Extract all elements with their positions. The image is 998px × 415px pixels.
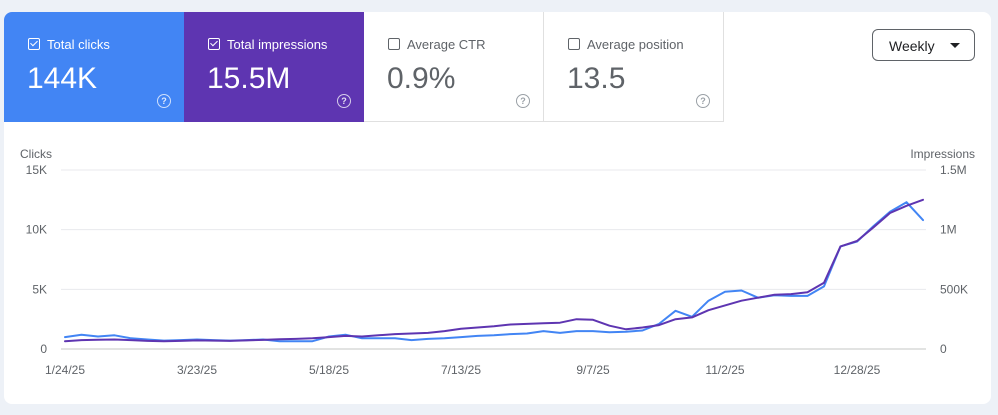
period-dropdown[interactable]: Weekly [872,29,975,61]
caret-down-icon [950,43,960,48]
metric-tile-total-impressions[interactable]: Total impressions 15.5M ? [184,12,364,122]
right-axis-title: Impressions [910,147,975,161]
metric-label: Average position [587,37,684,52]
metric-tile-average-ctr[interactable]: Average CTR 0.9% ? [364,12,544,122]
checkbox-unchecked-icon[interactable] [388,38,400,50]
x-tick-label: 5/18/25 [309,363,349,377]
metric-value: 0.9% [387,62,456,95]
performance-card: Total clicks 144K ? Total impressions 15… [4,12,991,404]
metric-label: Average CTR [407,37,486,52]
x-tick-label: 7/13/25 [441,363,481,377]
right-tick-label: 500K [940,282,968,296]
x-tick-label: 3/23/25 [177,363,217,377]
metric-tile-average-position[interactable]: Average position 13.5 ? [544,12,724,122]
checkbox-checked-icon[interactable] [208,38,220,50]
help-icon[interactable]: ? [337,94,351,108]
x-tick-label: 12/28/25 [834,363,881,377]
help-icon[interactable]: ? [696,94,710,108]
left-tick-label: 10K [26,223,47,237]
checkbox-unchecked-icon[interactable] [568,38,580,50]
metric-tile-total-clicks[interactable]: Total clicks 144K ? [4,12,184,122]
metric-label: Total impressions [227,37,328,52]
left-tick-label: 0 [40,342,47,356]
x-tick-label: 9/7/25 [576,363,610,377]
metric-value: 144K [27,62,98,95]
period-dropdown-label: Weekly [889,38,935,54]
performance-chart: Clicks Impressions 0 5K 10K 15K 0 500K 1M 1.5M 1… [20,147,975,377]
metric-value: 15.5M [207,62,291,95]
left-tick-label: 5K [32,282,47,296]
x-tick-label: 1/24/25 [45,363,85,377]
checkbox-checked-icon[interactable] [28,38,40,50]
metric-label: Total clicks [47,37,110,52]
right-tick-label: 1M [940,223,957,237]
x-tick-label: 11/2/25 [705,363,744,377]
series-line-impressions [64,198,924,343]
help-icon[interactable]: ? [516,94,530,108]
metric-value: 13.5 [567,62,626,95]
right-tick-label: 1.5M [940,163,967,177]
left-axis-title: Clicks [20,147,52,161]
series-line-clicks [64,201,924,343]
help-icon[interactable]: ? [157,94,171,108]
right-tick-label: 0 [940,342,947,356]
left-tick-label: 15K [26,163,47,177]
